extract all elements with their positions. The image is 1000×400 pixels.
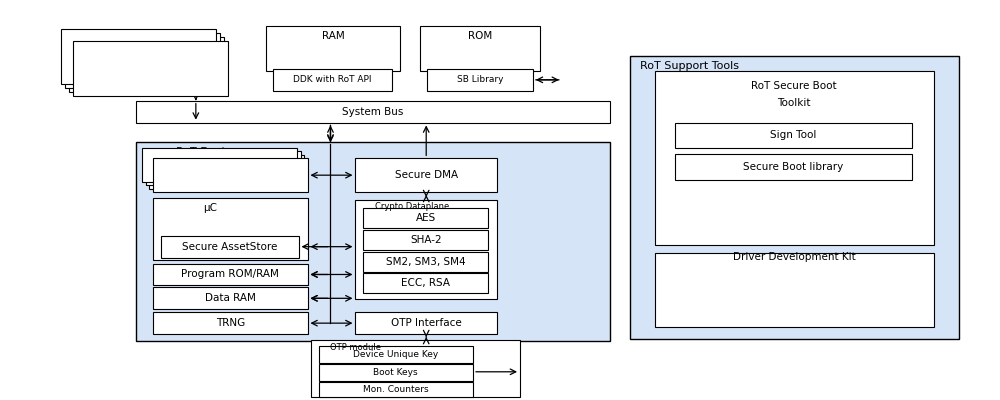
FancyBboxPatch shape [149,155,304,188]
FancyBboxPatch shape [655,71,934,245]
Text: RoT Support Tools: RoT Support Tools [640,61,739,71]
FancyBboxPatch shape [136,142,610,341]
FancyBboxPatch shape [153,264,308,286]
FancyBboxPatch shape [146,151,301,185]
Text: Mon. Counters: Mon. Counters [363,385,429,394]
Text: SM2, SM3, SM4: SM2, SM3, SM4 [386,256,466,266]
FancyBboxPatch shape [61,29,216,84]
FancyBboxPatch shape [153,198,308,260]
FancyBboxPatch shape [630,56,959,339]
Text: ECC, RSA: ECC, RSA [401,278,450,288]
FancyBboxPatch shape [65,33,220,88]
Text: AES: AES [416,213,436,223]
FancyBboxPatch shape [69,37,224,92]
Text: RoT Secure Boot: RoT Secure Boot [751,81,837,91]
Text: TRNG: TRNG [216,318,245,328]
FancyBboxPatch shape [153,158,308,192]
FancyBboxPatch shape [675,122,912,148]
Text: DDK with RoT API: DDK with RoT API [293,75,372,84]
FancyBboxPatch shape [355,200,497,299]
Text: Device Unique Key: Device Unique Key [353,350,438,359]
Text: Boot Keys: Boot Keys [373,368,418,377]
FancyBboxPatch shape [73,41,228,96]
Text: Toolkit: Toolkit [777,98,811,108]
Text: System Bus: System Bus [342,107,404,117]
Text: Crypto Dataplane: Crypto Dataplane [375,202,450,212]
FancyBboxPatch shape [266,26,400,71]
FancyBboxPatch shape [273,69,392,91]
Text: SB Library: SB Library [457,75,503,84]
FancyBboxPatch shape [363,208,488,228]
FancyBboxPatch shape [420,26,540,71]
Text: SHA-2: SHA-2 [410,235,442,245]
FancyBboxPatch shape [153,312,308,334]
FancyBboxPatch shape [319,364,473,381]
FancyBboxPatch shape [311,340,520,397]
Text: OTP module: OTP module [330,343,381,352]
FancyBboxPatch shape [153,287,308,309]
FancyBboxPatch shape [655,253,934,327]
FancyBboxPatch shape [142,148,297,182]
Text: Sign Tool: Sign Tool [770,130,816,140]
Text: Secure Boot library: Secure Boot library [743,162,843,172]
Text: Driver Development Kit: Driver Development Kit [733,252,856,262]
Text: Secure DMA: Secure DMA [395,170,458,180]
FancyBboxPatch shape [363,274,488,293]
FancyBboxPatch shape [136,101,610,122]
FancyBboxPatch shape [363,252,488,272]
Text: μC: μC [203,203,217,213]
Text: Secure AssetStore: Secure AssetStore [182,242,277,252]
Text: Data RAM: Data RAM [205,293,256,303]
Text: Program ROM/RAM: Program ROM/RAM [181,270,279,280]
Text: RoT Engine: RoT Engine [176,147,239,157]
FancyBboxPatch shape [355,158,497,192]
FancyBboxPatch shape [427,69,533,91]
Text: RAM: RAM [322,31,344,41]
Text: ROM: ROM [468,31,492,41]
Text: CPU: CPU [140,64,162,74]
FancyBboxPatch shape [319,382,473,397]
FancyBboxPatch shape [355,312,497,334]
FancyBboxPatch shape [319,346,473,363]
FancyBboxPatch shape [363,230,488,250]
FancyBboxPatch shape [161,236,299,258]
Text: Secure Mailbox: Secure Mailbox [191,170,270,180]
Text: OTP Interface: OTP Interface [391,318,462,328]
FancyBboxPatch shape [675,154,912,180]
